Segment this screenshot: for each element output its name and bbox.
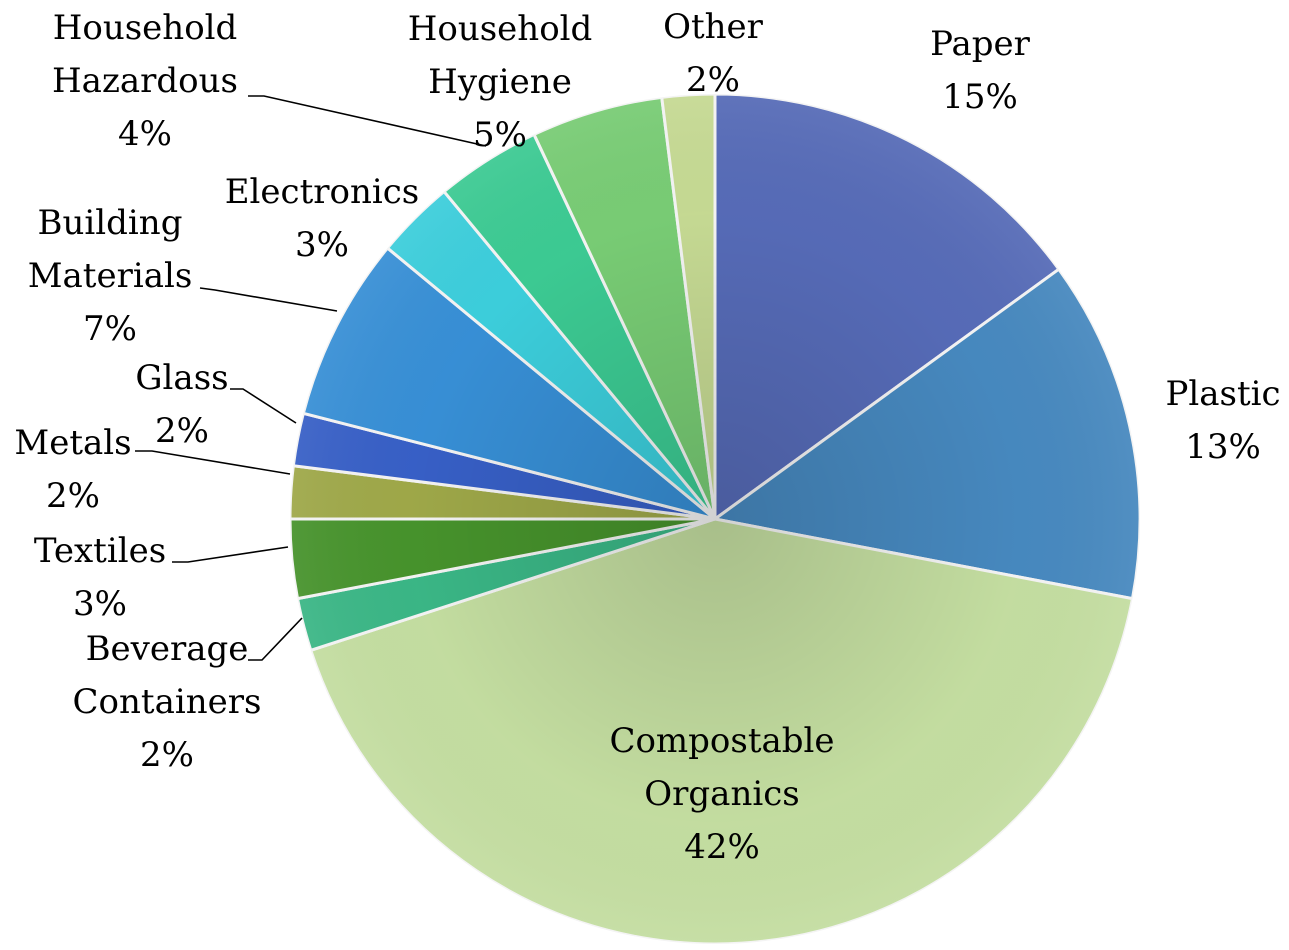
leader-line — [199, 287, 338, 312]
slice-percent: 3% — [295, 225, 349, 265]
slice-percent: 2% — [140, 735, 194, 775]
slice-label-beverage-containers: Beverage Containers 2% — [73, 629, 262, 775]
slice-label-textiles: Textiles 3% — [34, 531, 166, 624]
slice-name: Hygiene — [428, 62, 572, 102]
slice-percent: 5% — [473, 115, 527, 155]
slice-label-household-hazardous: Household Hazardous 4% — [52, 8, 238, 154]
slice-percent: 7% — [83, 309, 137, 349]
slice-percent: 13% — [1185, 427, 1261, 467]
slice-name: Organics — [644, 774, 799, 814]
slice-label-other: Other 2% — [663, 7, 764, 100]
slice-name: Compostable — [609, 721, 834, 761]
slice-name: Other — [663, 7, 764, 47]
pie-slices — [288, 92, 1142, 946]
leader-line — [248, 95, 487, 147]
slice-name: Plastic — [1165, 374, 1280, 414]
slice-name: Textiles — [34, 531, 166, 571]
slice-name: Paper — [930, 24, 1031, 64]
slice-name: Household — [53, 8, 238, 48]
slice-percent: 2% — [46, 476, 100, 516]
slice-label-paper: Paper 15% — [930, 24, 1031, 117]
leader-line — [172, 546, 289, 563]
leader-line — [248, 617, 303, 661]
slice-percent: 3% — [73, 584, 127, 624]
leader-line — [230, 388, 297, 424]
leader-line — [135, 450, 291, 475]
slice-percent: 15% — [942, 77, 1018, 117]
slice-name: Containers — [73, 682, 262, 722]
slice-percent: 4% — [118, 114, 172, 154]
slice-label-compostable-organics: Compostable Organics 42% — [609, 721, 834, 867]
slice-label-plastic: Plastic 13% — [1165, 374, 1280, 467]
slice-name: Materials — [28, 256, 193, 296]
slice-label-metals: Metals 2% — [14, 423, 131, 516]
slice-percent: 2% — [686, 60, 740, 100]
leader-lines — [135, 95, 487, 661]
slice-name: Hazardous — [52, 61, 238, 101]
slice-name: Beverage — [86, 629, 249, 669]
slice-percent: 42% — [684, 827, 760, 867]
slice-name: Electronics — [225, 172, 420, 212]
slice-label-household-hygiene: Household Hygiene 5% — [408, 9, 593, 155]
slice-label-electronics: Electronics 3% — [225, 172, 420, 265]
slice-name: Glass — [135, 358, 228, 398]
slice-name: Household — [408, 9, 593, 49]
slice-name: Building — [38, 203, 183, 243]
slice-percent: 2% — [155, 411, 209, 451]
slice-name: Metals — [14, 423, 131, 463]
slice-label-glass: Glass 2% — [135, 358, 228, 451]
slice-label-building-materials: Building Materials 7% — [28, 203, 193, 349]
slice-labels: Paper 15% Plastic 13% Compostable Organics 42%… — [14, 7, 1280, 867]
